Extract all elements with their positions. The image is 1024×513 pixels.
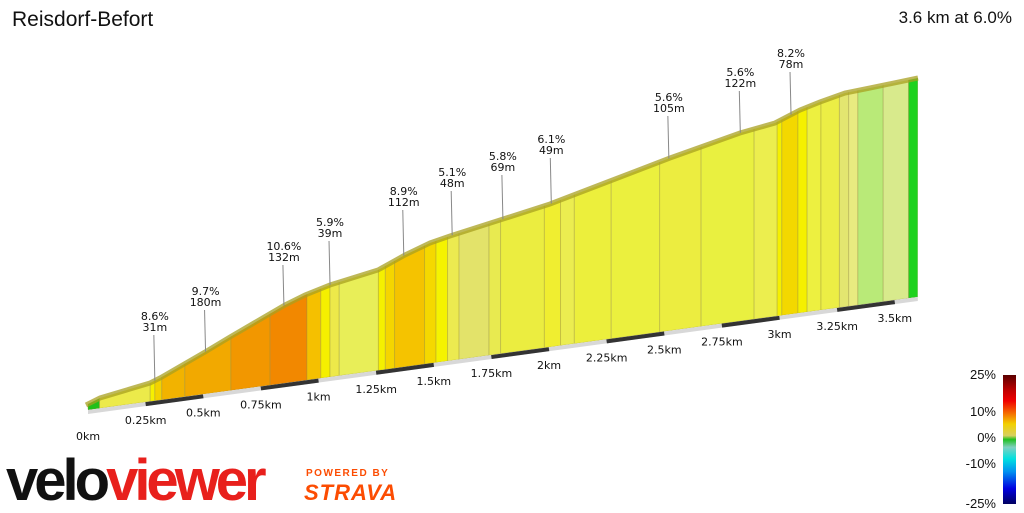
x-tick-label: 1.75km [471,367,513,380]
x-tick-label: 0.25km [125,414,167,427]
annotation-leader-line [328,240,331,286]
annotation-gradient: 5.6% [655,91,683,104]
axis-band [260,378,319,391]
x-tick-label: 3.25km [816,320,858,333]
legend-label: 0% [977,430,996,445]
annotation-leader-line [153,334,156,381]
annotation-gradient: 8.9% [390,185,418,198]
gradient-segment [848,78,859,307]
strava-logo: STRAVA [304,480,398,505]
x-tick-label: 1km [306,391,330,404]
legend-label: -10% [966,456,997,471]
annotation-length: 49m [539,144,564,157]
gradient-segment [488,78,502,356]
climb-summary: 3.6 km at 6.0% [898,8,1012,27]
gradient-segment [500,78,545,355]
annotation-gradient: 10.6% [266,240,301,253]
x-tick-label: 2.25km [586,351,628,364]
legend-label: -25% [966,496,997,511]
annotation-leader-line [402,209,405,256]
legend-label: 10% [970,404,996,419]
annotation-length: 48m [440,177,465,190]
axis-band [606,331,665,344]
annotation-leader-line [450,190,453,236]
climb-title: Reisdorf-Befort [12,8,154,31]
gradient-segment [269,78,308,386]
gradient-segment [857,78,884,306]
annotation-leader-line [667,115,670,159]
x-tick-label: 0km [76,430,100,443]
veloviewer-logo: veloviewer [6,448,267,513]
annotation-length: 105m [653,102,685,115]
annotation-gradient: 9.7% [192,285,220,298]
gradient-segment [329,78,340,378]
gradient-segment [610,78,661,340]
annotation-gradient: 5.9% [316,216,344,229]
annotation-length: 78m [779,58,804,71]
annotation-length: 132m [268,251,300,264]
axis-band [491,347,550,360]
gradient-segment [797,78,808,314]
gradient-segment [320,78,331,379]
gradient-segment [435,78,449,364]
annotation-leader-line [789,71,792,115]
axis-band [721,315,780,328]
gradient-segment [230,78,271,392]
gradient-segment [543,78,562,349]
annotation-leader-line [501,174,504,220]
annotation-leader-line [738,90,741,133]
annotation-length: 122m [724,77,756,90]
annotation-length: 180m [190,296,222,309]
gradient-segment [806,78,822,313]
annotation-gradient: 5.6% [726,66,754,79]
annotation-gradient: 5.8% [489,150,517,163]
x-tick-label: 1.5km [416,375,451,388]
gradient-segment [338,78,379,377]
x-tick-label: 0.5km [186,406,221,419]
gradient-segment [161,78,186,401]
axis-band [145,394,204,407]
annotation-length: 69m [491,161,516,174]
gradient-segment [458,78,490,361]
legend-label: 25% [970,367,996,382]
gradient-segment [838,78,850,309]
annotation-length: 31m [142,321,167,334]
annotation-length: 39m [318,227,343,240]
gradient-segment [377,78,386,372]
annotation-gradient: 8.6% [141,310,169,323]
annotation-leader-line [282,264,285,306]
powered-by-label: POWERED BY [306,468,390,479]
annotation-leader-line [204,309,207,352]
gradient-segment [753,78,778,320]
x-tick-label: 0.75km [240,398,282,411]
annotation-gradient: 6.1% [537,133,565,146]
x-tick-label: 2.75km [701,336,743,349]
profile-top-edge [84,75,919,408]
gradient-segment [87,78,101,410]
gradient-segment [776,78,783,317]
axis-band [836,300,896,312]
axis-band [375,362,435,375]
gradient-segment [99,78,151,410]
x-tick-label: 2.5km [647,344,682,357]
x-tick-label: 3km [767,328,791,341]
x-tick-label: 1.25km [355,383,397,396]
x-tick-label: 2km [537,359,561,372]
annotation-length: 112m [388,196,420,209]
gradient-segment [306,78,322,381]
gradient-segment [820,78,840,311]
gradient-color-scale [1003,375,1016,504]
annotation-leader-line [549,157,552,204]
annotation-gradient: 5.1% [438,166,466,179]
x-tick-label: 3.5km [877,312,912,325]
gradient-segment [154,78,163,402]
annotation-gradient: 8.2% [777,47,805,60]
gradient-segment [447,78,460,362]
gradient-segment [659,78,702,333]
gradient-segment [424,78,437,365]
